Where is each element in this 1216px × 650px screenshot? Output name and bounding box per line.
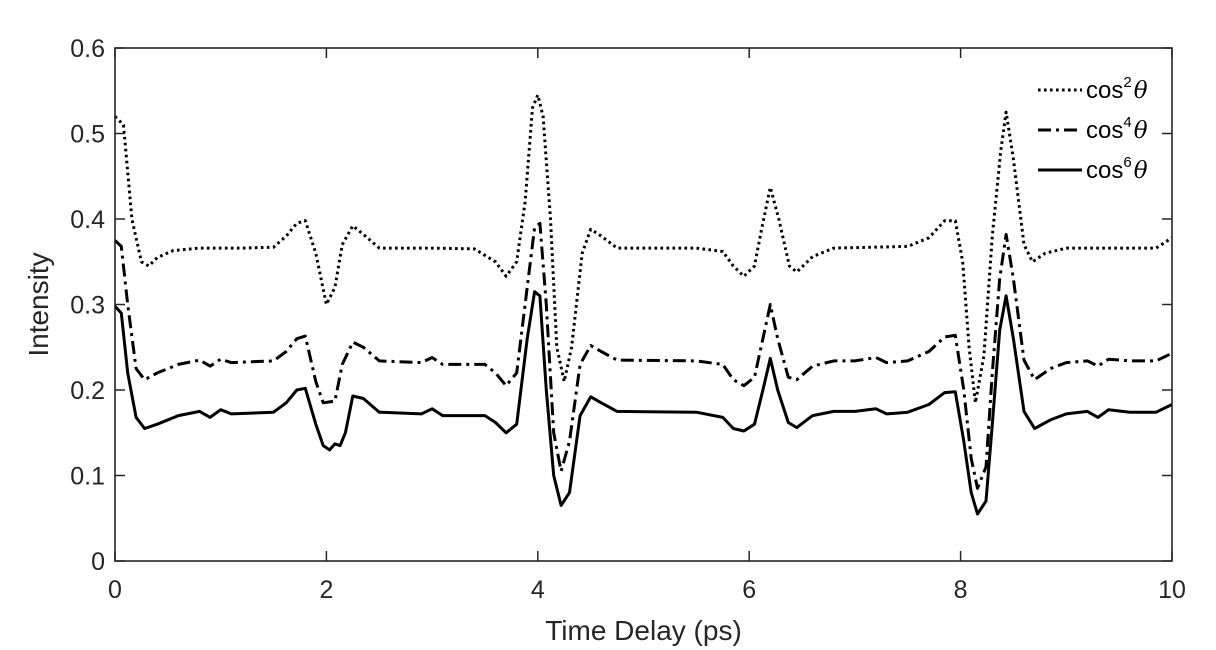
legend-label-2: cos4θ [1086, 114, 1148, 144]
axis-ticks: 0 2 4 6 8 10 0 0.1 0.2 0.3 0.4 0.5 0.6 [70, 35, 1186, 604]
legend-label-3: cos6θ [1086, 154, 1148, 184]
x-tick-label: 0 [108, 576, 122, 604]
x-tick-label: 4 [531, 576, 545, 604]
y-tick-label: 0.3 [70, 292, 105, 320]
series-line-1 [113, 93, 1173, 405]
y-axis-label: Intensity [23, 252, 54, 356]
x-tick-label: 6 [742, 576, 756, 604]
y-tick-label: 0.6 [70, 35, 105, 63]
series-line-3 [113, 290, 1173, 516]
y-tick-label: 0.5 [70, 121, 105, 149]
series-line-2 [113, 221, 1173, 490]
y-tick-label: 0.4 [70, 206, 105, 234]
legend-label-1: cos2θ [1086, 74, 1148, 104]
y-tick-label: 0.2 [70, 377, 105, 405]
x-tick-label: 8 [954, 576, 968, 604]
y-tick-label: 0 [91, 548, 105, 576]
legend: cos2θ cos4θ cos6θ [1038, 74, 1148, 184]
series-layer [113, 93, 1173, 516]
x-tick-label: 2 [319, 576, 333, 604]
x-axis-label: Time Delay (ps) [545, 615, 742, 646]
x-tick-label: 10 [1158, 576, 1186, 604]
y-tick-label: 0.1 [70, 463, 105, 491]
